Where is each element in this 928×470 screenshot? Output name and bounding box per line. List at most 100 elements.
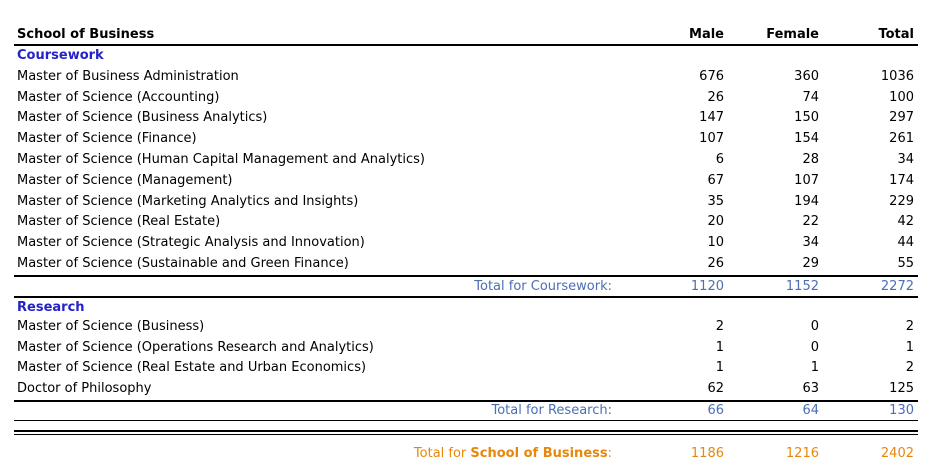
grand-total-suffix: : [607,445,612,461]
grand-total-row: Total for School of Business: 1186 1216 … [14,444,918,465]
program-name: Master of Science (Real Estate) [17,214,221,230]
program-name: Doctor of Philosophy [17,381,152,397]
program-name: Master of Science (Accounting) [17,89,220,105]
total-count: 100 [889,89,914,105]
coursework-total-total: 2272 [880,278,914,294]
male-count: 676 [699,68,724,84]
table-header: School of Business Male Female Total [14,25,918,46]
female-count: 34 [802,235,819,251]
total-count: 55 [897,255,914,271]
male-count: 107 [699,131,724,147]
female-count: 150 [794,110,819,126]
total-count: 42 [897,214,914,230]
research-total-label: Total for Research: [491,402,612,418]
male-count: 2 [715,318,724,334]
grand-total-label: Total for School of Business: [414,444,612,465]
male-count: 1 [715,339,724,355]
male-count: 10 [707,235,724,251]
table-row: Master of Science (Management) 67 107 174 [14,171,918,192]
total-count: 297 [889,110,914,126]
male-count: 147 [699,110,724,126]
female-count: 0 [810,339,819,355]
coursework-total-row: Total for Coursework: 1120 1152 2272 [14,274,918,296]
total-count: 125 [889,381,914,397]
male-count: 35 [707,193,724,209]
male-count: 6 [715,151,724,167]
section-title-label: Research [17,299,85,315]
program-name: Master of Science (Sustainable and Green… [17,255,349,271]
program-name: Master of Science (Real Estate and Urban… [17,360,367,376]
coursework-total-label: Total for Coursework: [474,278,612,294]
grand-total-female: 1216 [785,445,819,461]
grand-total-total: 2402 [880,445,914,461]
female-count: 74 [802,89,819,105]
program-name: Master of Science (Business Analytics) [17,110,268,126]
female-count: 194 [794,193,819,209]
table-row: Master of Science (Strategic Analysis an… [14,233,918,254]
female-count: 29 [802,255,819,271]
section-research-title: Research [14,295,918,317]
section-coursework-title: Coursework [14,46,918,67]
female-count: 154 [794,131,819,147]
coursework-total-male: 1120 [690,278,724,294]
total-count: 1036 [880,68,914,84]
research-total-row: Total for Research: 66 64 130 [14,399,918,421]
grand-total-prefix: Total for [413,445,471,461]
table-row: Master of Science (Sustainable and Green… [14,254,918,275]
grand-total-male: 1186 [690,445,724,461]
total-count: 229 [889,193,914,209]
female-count: 1 [810,360,819,376]
table-row: Master of Science (Real Estate and Urban… [14,358,918,379]
coursework-rows: Master of Business Administration 676 360 1… [14,67,918,275]
total-count: 34 [897,151,914,167]
table-row: Master of Science (Accounting) 26 74 100 [14,88,918,109]
table-row: Master of Science (Business Analytics) 14… [14,108,918,129]
female-count: 107 [794,172,819,188]
program-name: Master of Science (Marketing Analytics a… [17,193,359,209]
header-title: School of Business [17,27,155,42]
total-count: 2 [905,360,914,376]
program-name: Master of Science (Management) [17,172,233,188]
total-count: 174 [889,172,914,188]
section-title-label: Coursework [17,48,104,63]
total-count: 2 [905,318,914,334]
grand-total-separator [14,429,918,435]
female-count: 0 [810,318,819,334]
male-count: 20 [707,214,724,230]
program-name: Master of Science (Operations Research a… [17,339,374,355]
program-name: Master of Science (Strategic Analysis an… [17,235,365,251]
grand-total-school: School of Business [470,445,608,461]
table-row: Master of Science (Business) 2 0 2 [14,317,918,338]
male-count: 26 [707,255,724,271]
male-count: 67 [707,172,724,188]
program-name: Master of Business Administration [17,68,239,84]
program-name: Master of Science (Human Capital Managem… [17,151,425,167]
table-row: Master of Science (Real Estate) 20 22 42 [14,212,918,233]
coursework-total-female: 1152 [785,278,819,294]
female-count: 63 [802,381,819,397]
table-row: Master of Science (Operations Research a… [14,338,918,359]
table-row: Master of Science (Marketing Analytics a… [14,192,918,213]
male-count: 26 [707,89,724,105]
female-count: 360 [794,68,819,84]
header-total: Total [878,27,914,42]
header-male: Male [689,27,724,42]
program-name: Master of Science (Finance) [17,131,197,147]
research-total-total: 130 [889,402,914,418]
table-row: Master of Business Administration 676 360 1… [14,67,918,88]
total-count: 261 [889,131,914,147]
total-count: 44 [897,235,914,251]
header-female: Female [766,27,819,42]
male-count: 62 [707,381,724,397]
female-count: 28 [802,151,819,167]
table-row: Doctor of Philosophy 62 63 125 [14,379,918,400]
total-count: 1 [905,339,914,355]
table-row: Master of Science (Human Capital Managem… [14,150,918,171]
enrolment-table: School of Business Male Female Total Cou… [14,25,918,465]
table-row: Master of Science (Finance) 107 154 261 [14,129,918,150]
program-name: Master of Science (Business) [17,318,205,334]
research-total-female: 64 [802,402,819,418]
research-rows: Master of Science (Business) 2 0 2 Master of… [14,317,918,400]
male-count: 1 [715,360,724,376]
female-count: 22 [802,214,819,230]
